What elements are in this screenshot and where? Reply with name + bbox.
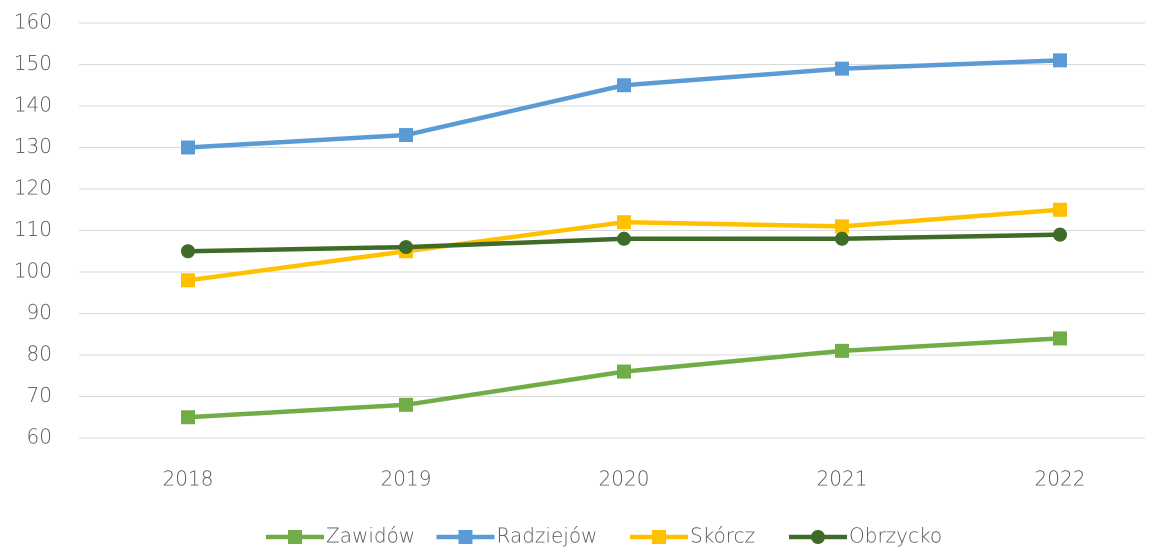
marker — [835, 219, 849, 234]
marker — [181, 244, 195, 259]
marker — [617, 78, 631, 93]
y-tick-label: 130 — [14, 134, 52, 158]
legend-marker — [811, 530, 825, 544]
marker — [617, 215, 631, 230]
series-line — [187, 58, 1061, 150]
y-tick-label: 100 — [14, 259, 52, 283]
legend-label: Obrzycko — [849, 524, 942, 548]
marker — [1053, 331, 1067, 346]
x-tick-label: 2020 — [599, 467, 650, 491]
marker — [617, 231, 631, 246]
y-tick-label: 160 — [14, 10, 52, 34]
y-tick-label: 120 — [14, 176, 52, 200]
marker — [1053, 227, 1067, 242]
y-tick-label: 90 — [27, 300, 52, 324]
x-tick-label: 2021 — [817, 467, 868, 491]
y-tick-label: 80 — [27, 342, 52, 366]
y-tick-label: 140 — [14, 93, 52, 117]
marker — [1053, 53, 1067, 68]
y-tick-label: 60 — [27, 425, 52, 449]
marker — [399, 240, 413, 255]
marker — [835, 61, 849, 76]
marker — [181, 410, 195, 425]
legend-marker — [288, 530, 302, 544]
legend-label: Radziejów — [497, 524, 598, 548]
legend-label: Zawidów — [326, 524, 415, 548]
marker — [617, 364, 631, 379]
x-tick-label: 2018 — [163, 467, 214, 491]
marker — [399, 397, 413, 412]
legend-marker — [652, 530, 666, 544]
x-tick-label: 2022 — [1035, 467, 1086, 491]
y-tick-label: 70 — [27, 383, 52, 407]
y-tick-label: 110 — [14, 217, 52, 241]
y-tick-label: 150 — [14, 51, 52, 75]
marker — [835, 231, 849, 246]
legend-marker — [458, 530, 473, 544]
marker — [181, 140, 195, 155]
marker — [1053, 202, 1067, 217]
marker — [399, 128, 413, 143]
legend-label: Skórcz — [690, 524, 755, 548]
x-tick-label: 2019 — [381, 467, 432, 491]
marker — [181, 273, 195, 288]
marker — [835, 343, 849, 358]
